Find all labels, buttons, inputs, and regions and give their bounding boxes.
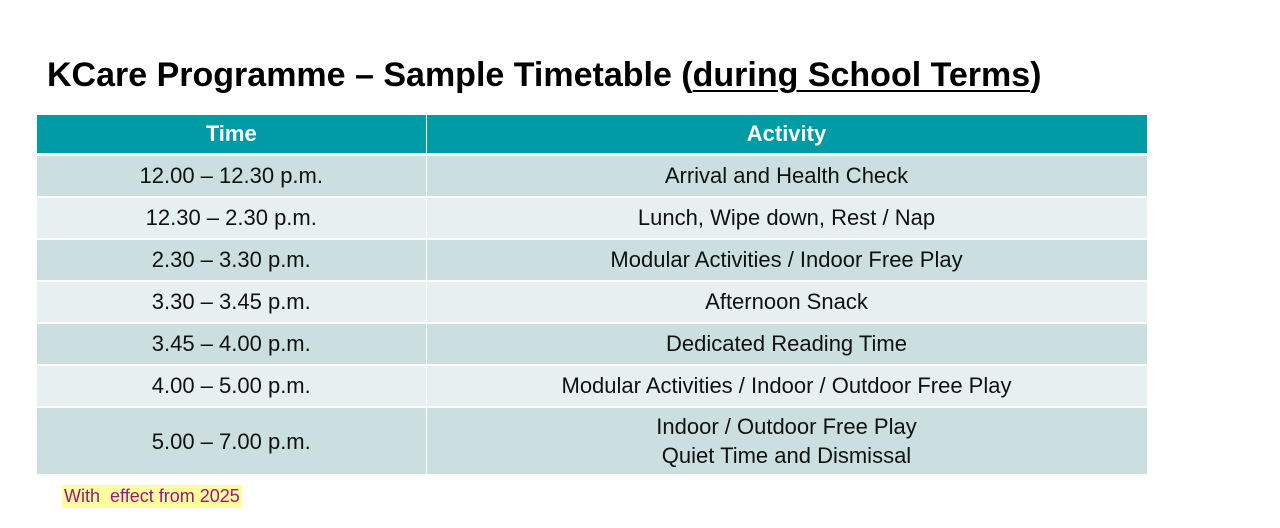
header-activity: Activity — [426, 115, 1148, 156]
activity-cell: Modular Activities / Indoor / Outdoor Fr… — [426, 365, 1148, 408]
header-time: Time — [37, 115, 427, 156]
timetable: Time Activity 12.00 – 12.30 p.m. Arrival… — [37, 115, 1148, 476]
activity-cell: Modular Activities / Indoor Free Play — [426, 239, 1148, 282]
time-cell: 3.30 – 3.45 p.m. — [37, 281, 427, 324]
table-row: 12.30 – 2.30 p.m. Lunch, Wipe down, Rest… — [37, 197, 1148, 240]
activity-cell: Lunch, Wipe down, Rest / Nap — [426, 197, 1148, 240]
time-cell: 4.00 – 5.00 p.m. — [37, 365, 427, 408]
activity-cell: Afternoon Snack — [426, 281, 1148, 324]
activity-cell: Arrival and Health Check — [426, 154, 1148, 198]
table-row: 2.30 – 3.30 p.m. Modular Activities / In… — [37, 239, 1148, 282]
table-row: 3.30 – 3.45 p.m. Afternoon Snack — [37, 281, 1148, 324]
time-cell: 12.00 – 12.30 p.m. — [37, 154, 427, 198]
table-row: 4.00 – 5.00 p.m. Modular Activities / In… — [37, 365, 1148, 408]
time-cell: 12.30 – 2.30 p.m. — [37, 197, 427, 240]
title-suffix: ) — [1030, 56, 1042, 94]
time-cell: 3.45 – 4.00 p.m. — [37, 323, 427, 366]
effective-date-note: With effect from 2025 — [62, 485, 242, 508]
title-prefix: KCare Programme – Sample Timetable ( — [47, 56, 693, 94]
time-cell: 5.00 – 7.00 p.m. — [37, 407, 427, 476]
activity-line: Quiet Time and Dismissal — [661, 443, 912, 468]
activity-cell: Indoor / Outdoor Free Play Quiet Time and… — [426, 407, 1148, 476]
title-underlined: during School Terms — [692, 56, 1031, 94]
page-title: KCare Programme – Sample Timetable (duri… — [47, 56, 1041, 95]
activity-line: Indoor / Outdoor Free Play — [656, 414, 917, 439]
table-row: 5.00 – 7.00 p.m. Indoor / Outdoor Free P… — [37, 407, 1148, 476]
time-cell: 2.30 – 3.30 p.m. — [37, 239, 427, 282]
table-row: 3.45 – 4.00 p.m. Dedicated Reading Time — [37, 323, 1148, 366]
activity-cell: Dedicated Reading Time — [426, 323, 1148, 366]
table-row: 12.00 – 12.30 p.m. Arrival and Health Ch… — [37, 154, 1148, 198]
table-header-row: Time Activity — [37, 115, 1148, 156]
